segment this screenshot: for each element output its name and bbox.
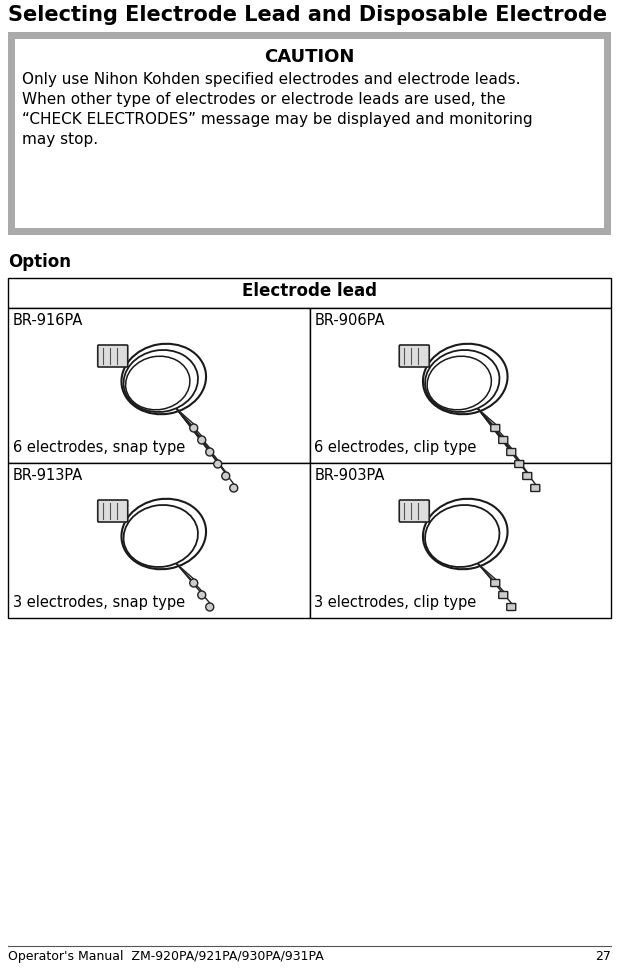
Text: Selecting Electrode Lead and Disposable Electrode: Selecting Electrode Lead and Disposable … <box>8 5 607 25</box>
Text: CAUTION: CAUTION <box>264 48 355 66</box>
Text: 3 electrodes, clip type: 3 electrodes, clip type <box>314 595 477 610</box>
Circle shape <box>230 484 238 492</box>
FancyBboxPatch shape <box>507 449 516 455</box>
Text: Option: Option <box>8 253 71 271</box>
Bar <box>8 463 310 618</box>
Bar <box>8 278 611 308</box>
Text: Only use Nihon Kohden specified electrodes and electrode leads.: Only use Nihon Kohden specified electrod… <box>22 72 521 87</box>
Circle shape <box>214 460 222 468</box>
Bar <box>310 463 611 618</box>
FancyBboxPatch shape <box>98 500 128 522</box>
Text: 3 electrodes, snap type: 3 electrodes, snap type <box>13 595 185 610</box>
Bar <box>8 308 310 463</box>
FancyBboxPatch shape <box>491 580 500 586</box>
FancyBboxPatch shape <box>399 345 429 367</box>
FancyBboxPatch shape <box>399 500 429 522</box>
Text: “CHECK ELECTRODES” message may be displayed and monitoring: “CHECK ELECTRODES” message may be displa… <box>22 112 532 127</box>
FancyBboxPatch shape <box>515 460 524 467</box>
Text: BR-916PA: BR-916PA <box>13 313 84 328</box>
Text: When other type of electrodes or electrode leads are used, the: When other type of electrodes or electro… <box>22 92 506 107</box>
Text: 27: 27 <box>595 950 611 963</box>
FancyBboxPatch shape <box>530 485 540 491</box>
Text: may stop.: may stop. <box>22 132 98 147</box>
Text: Operator's Manual  ZM-920PA/921PA/930PA/931PA: Operator's Manual ZM-920PA/921PA/930PA/9… <box>8 950 324 963</box>
Bar <box>8 32 611 235</box>
Text: 6 electrodes, snap type: 6 electrodes, snap type <box>13 440 185 455</box>
Circle shape <box>197 591 206 599</box>
Text: BR-906PA: BR-906PA <box>314 313 385 328</box>
Bar <box>310 308 611 463</box>
Circle shape <box>222 472 230 480</box>
FancyBboxPatch shape <box>499 437 508 444</box>
FancyBboxPatch shape <box>491 424 500 431</box>
Circle shape <box>206 448 214 456</box>
Circle shape <box>206 603 214 611</box>
FancyBboxPatch shape <box>507 604 516 611</box>
FancyBboxPatch shape <box>523 473 532 480</box>
Text: BR-903PA: BR-903PA <box>314 468 385 483</box>
FancyBboxPatch shape <box>98 345 128 367</box>
FancyBboxPatch shape <box>499 591 508 598</box>
Circle shape <box>190 579 197 587</box>
Text: Electrode lead: Electrode lead <box>242 282 377 300</box>
Circle shape <box>197 436 206 444</box>
Circle shape <box>190 424 197 432</box>
Text: 6 electrodes, clip type: 6 electrodes, clip type <box>314 440 477 455</box>
Bar <box>15 39 604 228</box>
Text: BR-913PA: BR-913PA <box>13 468 83 483</box>
